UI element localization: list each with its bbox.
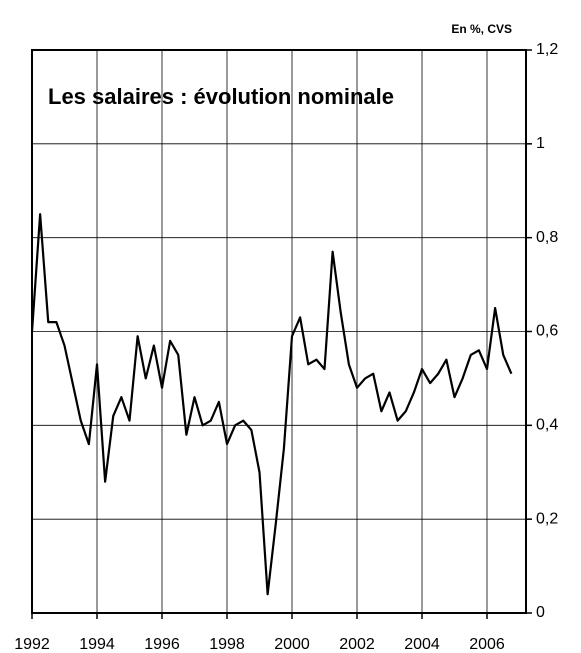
- data-line: [30, 213, 513, 596]
- y-tick-label: 0,6: [536, 323, 558, 340]
- y-tick-label: 0,8: [536, 229, 558, 246]
- x-tick-label: 2006: [469, 636, 505, 653]
- x-tick-label: 2000: [274, 636, 310, 653]
- y-tick-label: 0: [536, 604, 545, 621]
- x-tick-label: 1998: [209, 636, 245, 653]
- unit-label: En %, CVS: [451, 22, 512, 36]
- y-tick-label: 0,4: [536, 417, 558, 434]
- chart-title: Les salaires : évolution nominale: [48, 84, 394, 109]
- x-tick-label: 1996: [144, 636, 180, 653]
- x-tick-label: 1992: [14, 636, 50, 653]
- y-tick-label: 1,2: [536, 41, 558, 58]
- y-tick-label: 1: [536, 135, 545, 152]
- x-tick-label: 2004: [404, 636, 440, 653]
- y-tick-label: 0,2: [536, 510, 558, 527]
- x-tick-label: 2002: [339, 636, 375, 653]
- x-tick-label: 1994: [79, 636, 115, 653]
